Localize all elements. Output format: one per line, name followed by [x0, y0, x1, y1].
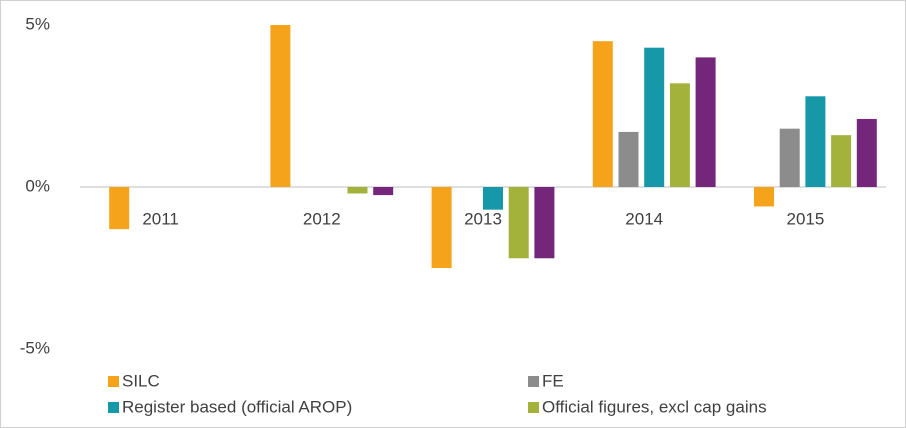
bar — [805, 96, 826, 187]
x-tick-label: 2012 — [303, 209, 341, 228]
y-tick-label: 5% — [25, 14, 50, 33]
bar — [534, 187, 555, 259]
x-tick-label: 2011 — [142, 209, 179, 228]
legend-label: SILC — [122, 371, 160, 390]
legend-swatch — [528, 402, 539, 413]
legend-swatch — [528, 376, 539, 387]
bar — [347, 187, 368, 194]
bar — [483, 187, 503, 210]
legend-swatch — [108, 376, 119, 387]
bar — [508, 187, 529, 259]
bar — [592, 41, 613, 188]
bar — [618, 131, 639, 187]
legend-label: FE — [542, 371, 564, 390]
legend-label: Register based (official AROP) — [122, 397, 352, 416]
bar — [669, 83, 690, 187]
y-tick-label: 0% — [25, 176, 50, 195]
bar — [644, 47, 665, 188]
bar — [754, 187, 774, 207]
bar — [109, 187, 130, 230]
bar — [695, 57, 716, 188]
bar — [431, 187, 452, 268]
bar — [270, 25, 291, 187]
x-tick-label: 2014 — [625, 209, 663, 228]
legend-label: Official figures, excl cap gains — [542, 397, 767, 416]
bar — [373, 187, 394, 196]
bar — [856, 118, 877, 187]
y-tick-label: -5% — [20, 338, 50, 357]
bar — [831, 135, 852, 187]
x-tick-label: 2013 — [464, 209, 502, 228]
bar — [779, 128, 800, 187]
x-tick-label: 2015 — [786, 209, 824, 228]
legend-swatch — [108, 402, 119, 413]
